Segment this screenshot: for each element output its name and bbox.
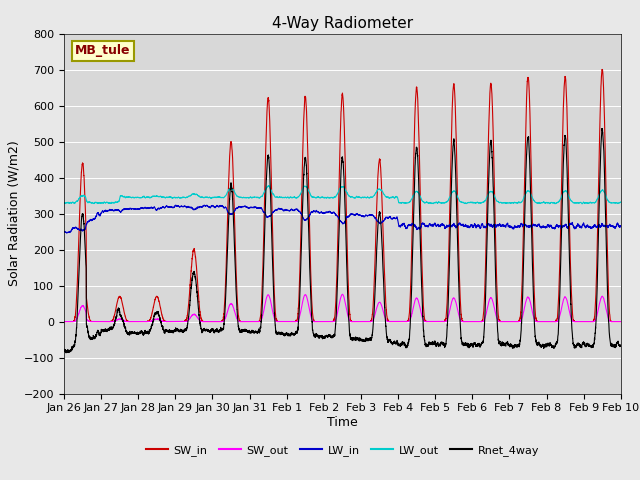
LW_out (579, 201, 586, 207)
SW_out (617, 319, 625, 324)
LW_in (295, 208, 303, 214)
LW_in (617, 223, 625, 229)
LW_out (60, 200, 68, 205)
SW_out (279, 319, 287, 324)
LW_in (478, 221, 486, 227)
Line: SW_in: SW_in (64, 70, 621, 322)
Rnet_4way (520, 242, 528, 248)
Rnet_4way (294, 319, 302, 324)
SW_in (617, 319, 625, 324)
SW_in (294, 305, 302, 311)
LW_in (60, 229, 68, 235)
SW_in (60, 319, 68, 324)
Line: SW_out: SW_out (64, 294, 621, 322)
SW_out (478, 319, 486, 324)
SW_in (279, 319, 287, 324)
SW_in (505, 319, 513, 324)
SW_out (294, 317, 302, 323)
LW_out (294, 194, 302, 200)
LW_out (265, 183, 273, 189)
SW_in (478, 318, 486, 324)
Line: LW_in: LW_in (64, 205, 621, 233)
SW_in (500, 319, 508, 324)
Text: MB_tule: MB_tule (75, 44, 131, 58)
SW_in (598, 67, 606, 72)
LW_in (500, 223, 508, 229)
Rnet_4way (60, 347, 68, 352)
Line: LW_out: LW_out (64, 186, 621, 204)
Line: Rnet_4way: Rnet_4way (64, 129, 621, 353)
LW_out (478, 200, 486, 205)
LW_out (520, 194, 528, 200)
Legend: SW_in, SW_out, LW_in, LW_out, Rnet_4way: SW_in, SW_out, LW_in, LW_out, Rnet_4way (141, 440, 543, 460)
LW_out (500, 200, 508, 205)
LW_in (172, 202, 180, 208)
Rnet_4way (62, 350, 70, 356)
SW_out (520, 307, 528, 313)
Rnet_4way (617, 343, 625, 349)
SW_out (339, 291, 346, 297)
LW_in (505, 224, 513, 229)
LW_out (279, 195, 287, 201)
SW_out (500, 319, 508, 324)
X-axis label: Time: Time (327, 416, 358, 429)
LW_in (279, 207, 287, 213)
Rnet_4way (598, 126, 606, 132)
Y-axis label: Solar Radiation (W/m2): Solar Radiation (W/m2) (8, 141, 21, 287)
SW_in (520, 205, 528, 211)
Rnet_4way (478, 340, 486, 346)
Rnet_4way (505, 342, 513, 348)
SW_out (569, 319, 577, 324)
Rnet_4way (279, 332, 287, 337)
LW_in (63, 230, 70, 236)
LW_out (505, 200, 513, 206)
Title: 4-Way Radiometer: 4-Way Radiometer (272, 16, 413, 31)
LW_out (617, 199, 625, 205)
LW_in (520, 222, 528, 228)
SW_out (505, 319, 513, 324)
Rnet_4way (500, 342, 508, 348)
SW_out (60, 319, 68, 324)
SW_in (607, 319, 615, 324)
